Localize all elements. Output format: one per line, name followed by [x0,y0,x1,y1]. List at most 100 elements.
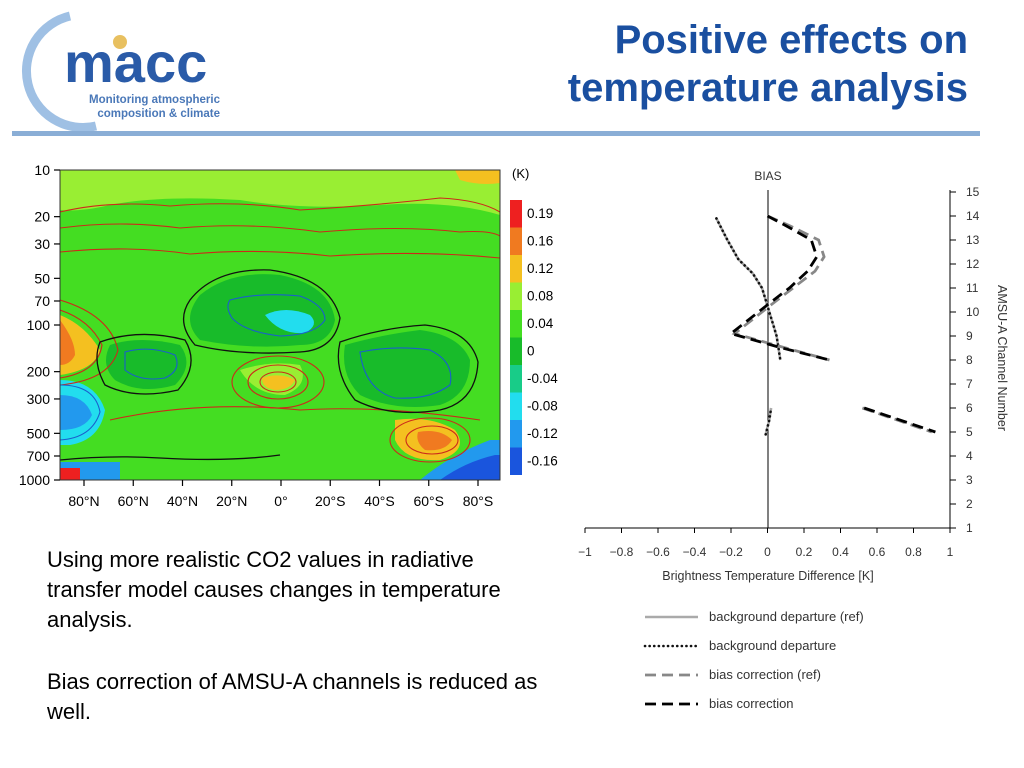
bias-legend: background departure (ref) background dep… [643,609,864,711]
heatmap-x-tick-label: 60°S [413,493,444,509]
body-text: Using more realistic CO2 values in radia… [47,545,547,759]
colorbar-swatch [510,227,522,255]
heatmap-contours-positive [60,197,500,463]
heatmap-colorbar: 0.19 0.16 0.12 0.08 0.04 0 -0.04 -0.08 -0.12 -0.1… [510,200,558,475]
colorbar-label: -0.16 [527,453,558,468]
colorbar-swatch [510,255,522,283]
heatmap-unit-label: (K) [512,166,529,181]
colorbar-swatch [510,200,522,228]
bias-series-line-2 [715,217,782,362]
heatmap-y-tick-label: 30 [34,236,50,252]
colorbar-swatch [510,365,522,393]
colorbar-label: 0.12 [527,261,553,276]
heatmap-y-tick-label: 100 [27,317,51,333]
bias-x-tick-label: −0.6 [646,545,670,559]
legend-label: background departure (ref) [709,609,864,624]
bias-y-tick-label: 2 [966,497,973,511]
bias-x-tick-label: −0.4 [683,545,707,559]
bias-x-ticks: −1 −0.8 −0.6 −0.4 −0.2 0 0.2 0.4 0.6 0.8 1 [578,528,954,559]
bias-y-tick-label: 3 [966,473,973,487]
bias-x-tick-label: −0.2 [719,545,743,559]
heat-region-south-surface-core [417,431,452,451]
heatmap-y-tick-label: 70 [34,293,50,309]
heatmap-x-tick-label: 40°N [167,493,198,509]
bias-x-tick-label: 1 [947,545,954,559]
logo-tagline-2: composition & climate [97,108,220,120]
bias-y-tick-label: 15 [966,185,980,199]
bias-x-tick-label: 0.2 [796,545,813,559]
colorbar-label: -0.12 [527,426,558,441]
title-line-1: Positive effects on [614,18,968,62]
bias-y-tick-label: 14 [966,209,980,223]
heat-region-north-negative [106,340,187,389]
bias-y-tick-label: 13 [966,233,980,247]
body-paragraph-2: Bias correction of AMSU-A channels is re… [47,669,538,724]
colorbar-label: 0.19 [527,206,553,221]
heatmap-y-axis: 10 20 30 50 70 100 200 300 500 700 1000 [19,162,60,488]
bias-y-tick-label: 11 [966,281,979,295]
bias-y-tick-label: 5 [966,425,973,439]
heatmap-y-tick-label: 10 [34,162,50,178]
heatmap-x-tick-label: 80°N [68,493,99,509]
heat-region-upper-positive [60,170,500,215]
heatmap-contours-zero [60,269,479,461]
colorbar-swatch [510,337,522,365]
heatmap-y-tick-label: 700 [27,448,51,464]
heatmap-x-tick-label: 0° [274,493,287,509]
bias-y-tick-label: 8 [966,353,973,367]
header-divider [12,131,980,136]
bias-y-tick-label: 12 [966,257,980,271]
colorbar-swatch [510,310,522,338]
heat-region-north-surface-core [60,468,80,480]
temperature-change-heatmap: 10 20 30 50 70 100 200 300 500 700 1000 80°N 60°N 40… [19,162,558,509]
heatmap-contours-negative [60,294,452,441]
heat-region-cyan-core [265,310,314,334]
logo-tagline-1: Monitoring atmospheric [89,94,221,106]
heat-region-top-right [455,170,500,184]
logo-word: macc [64,31,207,94]
colorbar-swatch [510,447,522,475]
legend-label: bias correction [709,696,794,711]
bias-x-tick-label: −0.8 [610,545,634,559]
heatmap-x-axis: 80°N 60°N 40°N 20°N 0° 20°S 40°S 60°S 80°S [68,480,493,509]
legend-label: bias correction (ref) [709,667,821,682]
heatmap-y-tick-label: 1000 [19,472,50,488]
heatmap-y-tick-label: 500 [27,425,51,441]
bias-y-tick-label: 4 [966,449,973,463]
bias-x-axis-label: Brightness Temperature Difference [K] [662,569,873,583]
colorbar-label: 0 [527,343,535,358]
colorbar-swatch [510,420,522,448]
bias-y-tick-label: 10 [966,305,980,319]
title-line-2: temperature analysis [567,66,968,110]
bias-series-line-3 [731,214,830,362]
heat-region-equator-core [262,375,295,390]
colorbar-label: -0.08 [527,398,558,413]
colorbar-swatch [510,282,522,310]
legend-label: background departure [709,638,836,653]
logo-arc [22,11,98,133]
heatmap-x-tick-label: 40°S [364,493,395,509]
heat-region-antarctic-core [440,455,500,480]
heatmap-x-tick-label: 20°N [216,493,247,509]
bias-series-line-2 [764,406,773,436]
logo-sun-icon [113,35,127,49]
bias-y-axis-label: AMSU-A Channel Number [995,285,1009,431]
bias-chart-title: BIAS [754,169,781,183]
macc-logo: macc Monitoring atmospheric composition … [22,11,221,133]
heatmap-y-tick-label: 300 [27,391,51,407]
bias-y-tick-label: 6 [966,401,973,415]
colorbar-label: 0.04 [527,316,554,331]
body-paragraph-1: Using more realistic CO2 values in radia… [47,547,501,632]
heat-region-south-negative [344,330,470,408]
bias-y-tick-label: 1 [966,521,973,535]
heatmap-y-tick-label: 200 [27,364,51,380]
bias-series-line-4 [863,406,936,434]
heat-region-west-core [60,320,75,365]
heatmap-x-tick-label: 60°N [118,493,149,509]
colorbar-label: 0.16 [527,233,553,248]
bias-x-tick-label: 0.6 [869,545,886,559]
heatmap-x-tick-label: 20°S [315,493,346,509]
page-title: Positive effects on temperature analysis [448,16,968,112]
